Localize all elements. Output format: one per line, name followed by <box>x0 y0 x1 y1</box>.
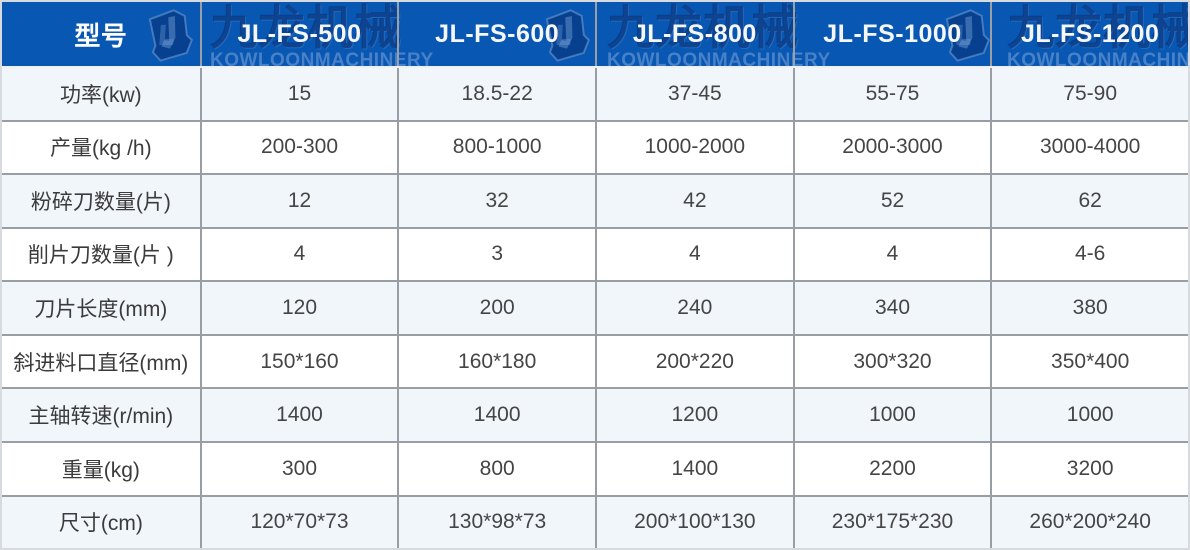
table-row-dimensions: 尺寸(cm) 120*70*73 130*98*73 200*100*130 2… <box>2 494 1188 548</box>
cell-value: 300 <box>199 442 398 495</box>
column-header-jl-fs-1200: JL-FS-1200 <box>990 2 1188 66</box>
cell-value: 12 <box>199 175 398 227</box>
cell-value: 340 <box>792 282 991 334</box>
cell-value: 32 <box>397 175 595 227</box>
cell-value: 4 <box>595 228 793 281</box>
table-row-crushing-blades: 粉碎刀数量(片) 12 32 42 52 62 <box>2 173 1188 227</box>
cell-value: 200-300 <box>199 121 398 174</box>
cell-value: 130*98*73 <box>397 496 595 548</box>
table-row-spindle-speed: 主轴转速(r/min) 1400 1400 1200 1000 1000 <box>2 387 1188 441</box>
cell-value: 1400 <box>199 389 398 441</box>
cell-value: 800-1000 <box>397 121 595 174</box>
column-header-jl-fs-500: JL-FS-500 <box>199 2 398 66</box>
row-label: 粉碎刀数量(片) <box>30 190 171 214</box>
row-label: 产量(kg /h) <box>50 137 152 161</box>
cell-value: 350*400 <box>990 335 1188 388</box>
cell-value: 800 <box>397 442 595 495</box>
table-row-power: 功率(kw) 15 18.5-22 37-45 55-75 75-90 <box>2 66 1188 120</box>
cell-value: 18.5-22 <box>397 68 595 120</box>
cell-value: 200*220 <box>595 335 793 388</box>
cell-value: 260*200*240 <box>990 496 1188 548</box>
cell-value: 1200 <box>595 389 793 441</box>
cell-value: 1000-2000 <box>595 121 793 174</box>
cell-value: 1000 <box>792 389 991 441</box>
cell-value: 1000 <box>990 389 1188 441</box>
table-row-feed-port-diameter: 斜进料口直径(mm) 150*160 160*180 200*220 300*3… <box>2 333 1188 388</box>
cell-value: 200 <box>397 282 595 334</box>
row-label: 刀片长度(mm) <box>34 298 168 322</box>
cell-value: 52 <box>792 175 991 227</box>
cell-value: 150*160 <box>199 335 398 388</box>
cell-value: 4 <box>199 228 398 281</box>
cell-value: 3 <box>397 228 595 281</box>
cell-value: 1400 <box>595 442 793 495</box>
cell-value: 120*70*73 <box>199 496 398 548</box>
cell-value: 3200 <box>990 442 1188 495</box>
column-header-jl-fs-1000: JL-FS-1000 <box>792 2 991 66</box>
row-label: 重量(kg) <box>61 458 140 482</box>
table-row-chipping-blades: 削片刀数量(片 ) 4 3 4 4 4-6 <box>2 226 1188 281</box>
row-label: 斜进料口直径(mm) <box>13 351 189 375</box>
cell-value: 55-75 <box>792 68 991 120</box>
cell-value: 230*175*230 <box>792 496 991 548</box>
cell-value: 3000-4000 <box>990 121 1188 174</box>
cell-value: 62 <box>990 175 1188 227</box>
table-header: 九龙机械 KOWLOONMACHINERY 九龙机械 KOWLOONMACHIN… <box>2 2 1188 66</box>
cell-value: 200*100*130 <box>595 496 793 548</box>
cell-value: 380 <box>990 282 1188 334</box>
table-row-weight: 重量(kg) 300 800 1400 2200 3200 <box>2 440 1188 495</box>
cell-value: 120 <box>199 282 398 334</box>
row-label: 削片刀数量(片 ) <box>27 244 174 268</box>
table-row-blade-length: 刀片长度(mm) 120 200 240 340 380 <box>2 280 1188 334</box>
row-label: 功率(kw) <box>60 83 142 107</box>
cell-value: 2000-3000 <box>792 121 991 174</box>
cell-value: 240 <box>595 282 793 334</box>
column-header-jl-fs-800: JL-FS-800 <box>595 2 793 66</box>
column-header-jl-fs-600: JL-FS-600 <box>397 2 595 66</box>
cell-value: 15 <box>199 68 398 120</box>
cell-value: 75-90 <box>990 68 1188 120</box>
row-label: 尺寸(cm) <box>58 512 143 536</box>
cell-value: 4-6 <box>990 228 1188 281</box>
cell-value: 4 <box>792 228 991 281</box>
table-row-output: 产量(kg /h) 200-300 800-1000 1000-2000 200… <box>2 119 1188 174</box>
cell-value: 160*180 <box>397 335 595 388</box>
cell-value: 2200 <box>792 442 991 495</box>
cell-value: 37-45 <box>595 68 793 120</box>
cell-value: 300*320 <box>792 335 991 388</box>
row-label: 主轴转速(r/min) <box>28 405 174 429</box>
column-header-model: 型号 <box>74 20 128 51</box>
cell-value: 1400 <box>397 389 595 441</box>
cell-value: 42 <box>595 175 793 227</box>
